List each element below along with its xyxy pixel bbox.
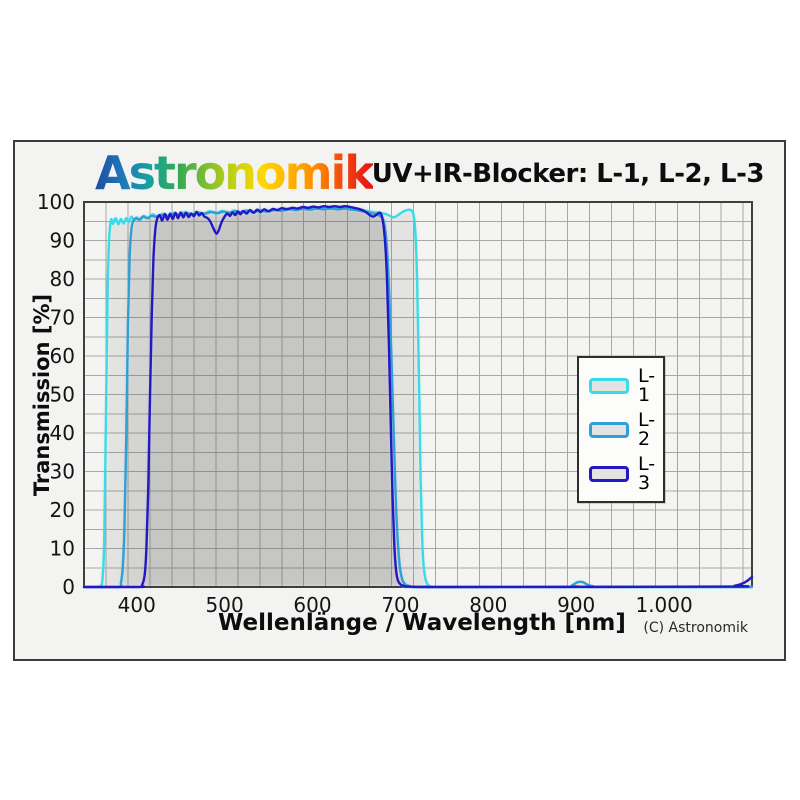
curve-l-3 [82,205,754,589]
axis-tick-labels: 400 500 600 700 800 900 1.000 0 10 20 30 40 50 60 70 80… [37,190,693,617]
chart-panel: 400 500 600 700 800 900 1.000 0 10 20 30 40 50 60 70 80… [13,140,786,661]
y-tick-label: 10 [50,537,75,561]
legend-swatch-l2 [589,422,629,438]
x-axis-title: Wellenlänge / Wavelength [nm] [218,610,626,636]
legend-entry-l1: L-1 [589,365,656,406]
x-tick-label: 1.000 [635,593,692,617]
chart-title: UV+IR-Blocker: L-1, L-2, L-3 [371,159,765,189]
legend-box: L-1 L-2 L-3 [577,356,665,503]
copyright-note: (C) Astronomik [643,620,748,636]
legend-label-l3: L-3 [638,453,656,494]
legend-label-l1: L-1 [638,365,656,406]
y-tick-label: 20 [50,498,75,522]
y-tick-label: 30 [50,460,75,484]
x-tick-label: 500 [206,593,244,617]
y-tick-label: 70 [50,306,75,330]
x-tick-label: 700 [381,593,419,617]
y-tick-label: 100 [37,190,75,214]
y-tick-label: 0 [62,575,75,599]
legend-label-l2: L-2 [638,409,656,450]
legend-swatch-l1 [589,378,629,394]
area-fill-l-3 [84,206,752,587]
transmission-curves [82,205,754,589]
x-tick-label: 800 [469,593,507,617]
x-tick-label: 600 [293,593,331,617]
y-axis-title: Transmission [%] [30,293,54,497]
x-tick-label: 900 [557,593,595,617]
chart-canvas: 400 500 600 700 800 900 1.000 0 10 20 30 40 50 60 70 80… [37,190,754,617]
y-tick-label: 50 [50,383,75,407]
legend-entry-l3: L-3 [589,453,656,494]
x-tick-label: 400 [118,593,156,617]
curve-l-2 [82,207,754,589]
area-fills [84,206,752,587]
y-tick-label: 80 [50,267,75,291]
y-tick-label: 90 [50,229,75,253]
legend-entry-l2: L-2 [589,409,656,450]
legend-swatch-l3 [589,466,629,482]
y-tick-label: 40 [50,421,75,445]
y-tick-label: 60 [50,344,75,368]
astronomik-logo: Astronomik [95,146,375,200]
